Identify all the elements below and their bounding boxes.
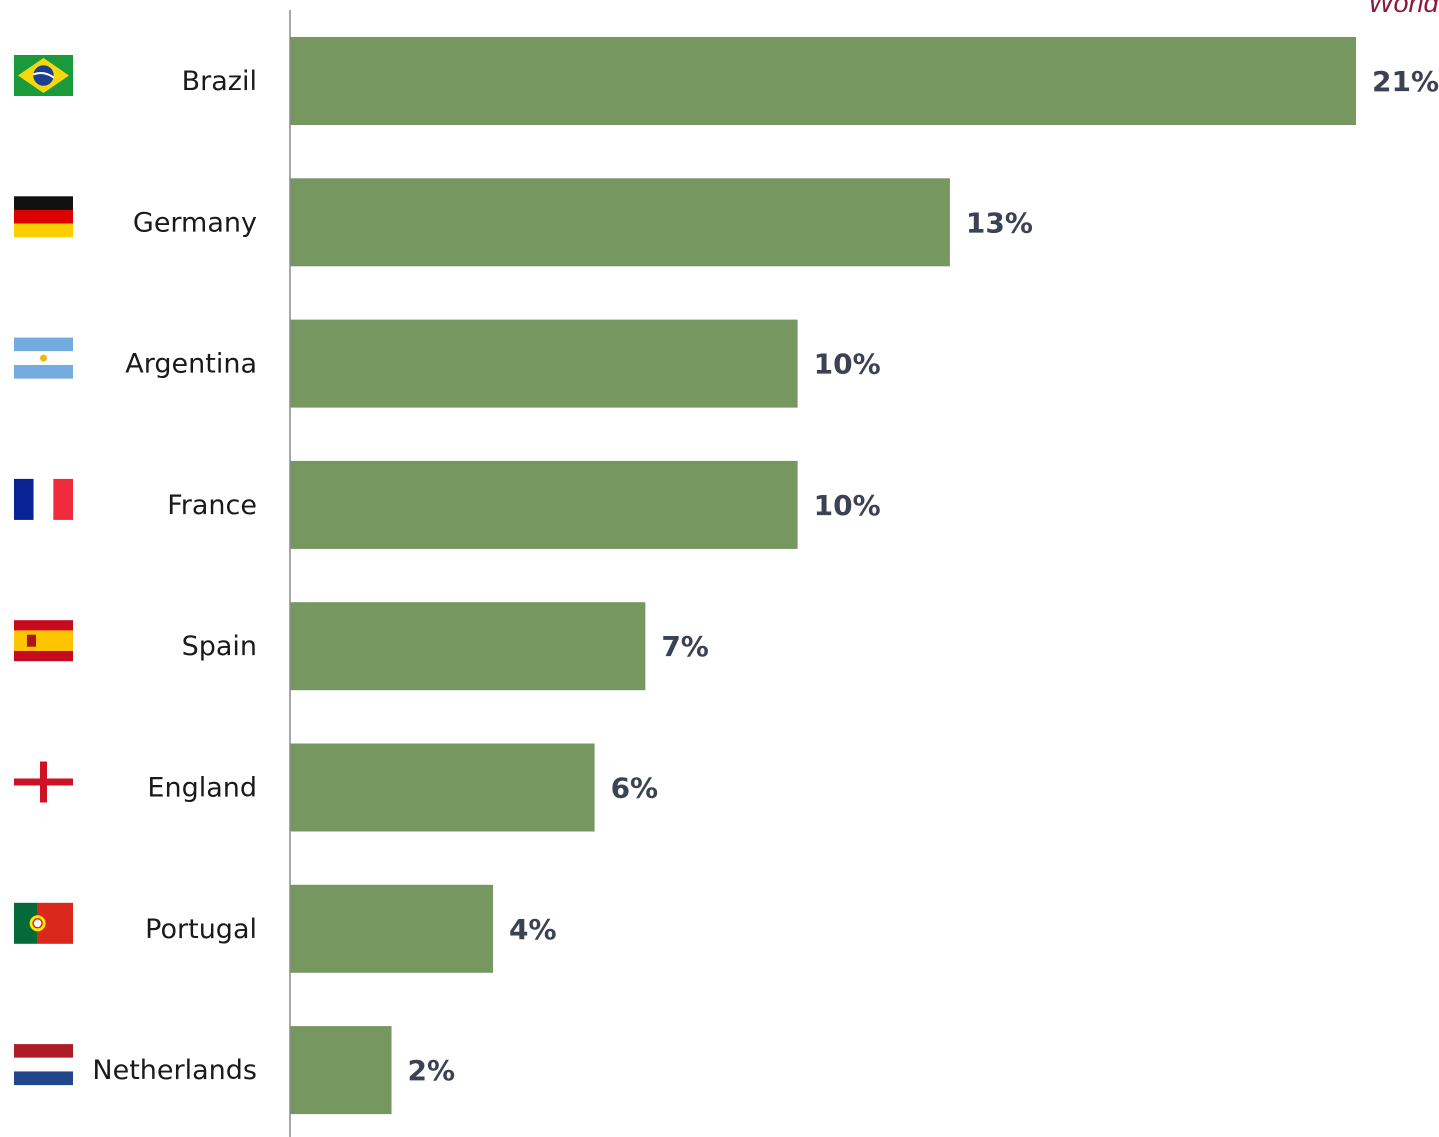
value-label-germany: 13% (966, 206, 1033, 239)
bar-netherlands (290, 1026, 392, 1115)
category-label-spain: Spain (182, 631, 257, 662)
bar-england (290, 743, 595, 832)
category-label-france: France (167, 490, 257, 521)
value-label-england: 6% (611, 772, 659, 805)
bar-brazil (290, 37, 1356, 125)
value-label-argentina: 10% (814, 348, 881, 381)
value-label-portugal: 4% (509, 913, 557, 946)
value-label-spain: 7% (661, 630, 709, 663)
category-label-germany: Germany (133, 207, 257, 238)
bar-spain (290, 602, 646, 691)
flag-brazil-icon (14, 55, 73, 96)
chart-note: World (1368, 0, 1439, 18)
bar-germany (290, 178, 950, 267)
category-label-argentina: Argentina (125, 349, 257, 380)
flag-portugal-icon (14, 902, 73, 944)
bar-france (290, 460, 798, 549)
bar-portugal (290, 884, 494, 973)
category-label-netherlands: Netherlands (92, 1055, 257, 1086)
flag-spain-icon (14, 620, 73, 662)
flag-england-icon (14, 761, 73, 803)
category-label-portugal: Portugal (145, 914, 257, 945)
category-label-brazil: Brazil (182, 66, 257, 97)
flag-germany-icon (14, 196, 73, 238)
category-label-england: England (147, 773, 257, 804)
value-label-brazil: 21% (1372, 65, 1439, 98)
flag-argentina-icon (14, 337, 73, 379)
flag-france-icon (14, 478, 73, 520)
value-label-netherlands: 2% (408, 1054, 456, 1087)
flag-netherlands-icon (14, 1044, 73, 1086)
value-label-france: 10% (814, 489, 881, 522)
bar-argentina (290, 319, 798, 408)
